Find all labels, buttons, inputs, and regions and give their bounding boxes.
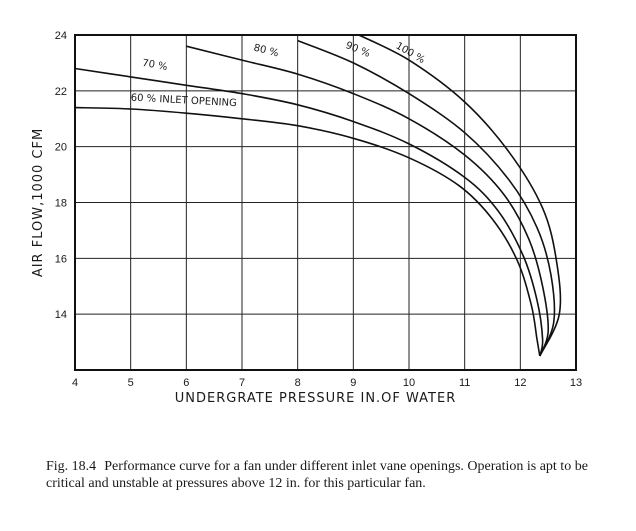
x-tick-label: 8 bbox=[295, 377, 301, 389]
x-tick-label: 11 bbox=[459, 377, 470, 389]
x-axis-title: UNDERGRATE PRESSURE IN.OF WATER bbox=[175, 391, 456, 406]
x-tick-label: 6 bbox=[183, 377, 189, 389]
series-label-3: 80 % bbox=[252, 43, 279, 60]
series-label-4: 90 % bbox=[344, 40, 372, 60]
series-line-5 bbox=[358, 34, 562, 357]
figure-number: Fig. 18.4 bbox=[46, 459, 97, 474]
y-tick-label: 14 bbox=[55, 309, 67, 321]
series-line-1 bbox=[74, 106, 541, 357]
y-axis-title: AIR FLOW,1000 CFM bbox=[31, 128, 46, 277]
y-tick-label: 20 bbox=[55, 142, 67, 154]
figure-caption: Fig. 18.4 Performance curve for a fan und… bbox=[46, 458, 606, 492]
series-label-1: 60 % INLET OPENING bbox=[131, 93, 238, 110]
chart: 4 5 6 7 8 9 10 11 12 13 14 16 18 20 22 24 60 % INLET O… bbox=[31, 30, 582, 406]
x-axis-ticks: 4 5 6 7 8 9 10 11 12 13 bbox=[72, 377, 582, 389]
x-tick-label: 13 bbox=[570, 377, 582, 389]
series-label-2: 70 % bbox=[141, 58, 168, 73]
x-tick-label: 4 bbox=[72, 377, 78, 389]
y-tick-label: 18 bbox=[55, 198, 67, 210]
y-tick-label: 24 bbox=[55, 30, 67, 42]
y-tick-label: 16 bbox=[55, 253, 67, 265]
x-tick-label: 5 bbox=[128, 377, 134, 389]
caption-text: Performance curve for a fan under differ… bbox=[46, 459, 588, 491]
grid bbox=[75, 35, 576, 370]
x-tick-label: 10 bbox=[403, 377, 415, 389]
x-tick-label: 12 bbox=[514, 377, 526, 389]
plot-frame bbox=[74, 34, 577, 371]
series-line-2 bbox=[74, 67, 544, 357]
y-axis-ticks: 14 16 18 20 22 24 bbox=[55, 30, 67, 321]
series-line-3 bbox=[186, 45, 550, 357]
series-group bbox=[74, 34, 562, 357]
x-tick-label: 7 bbox=[239, 377, 245, 389]
y-tick-label: 22 bbox=[55, 86, 67, 98]
x-tick-label: 9 bbox=[350, 377, 356, 389]
series-line-4 bbox=[297, 39, 556, 357]
